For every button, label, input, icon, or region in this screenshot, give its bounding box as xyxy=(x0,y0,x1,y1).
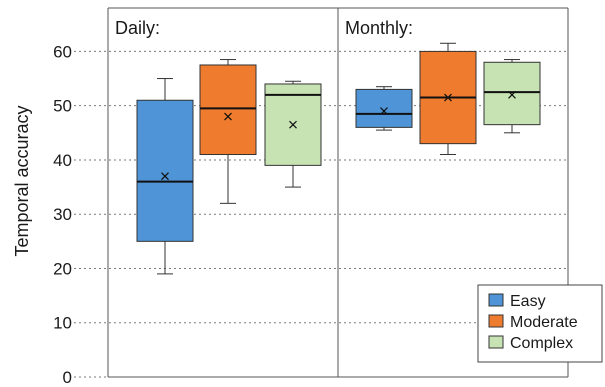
box-easy xyxy=(355,86,413,131)
box-complex xyxy=(264,80,322,188)
mean-marker xyxy=(289,120,297,129)
box-complex xyxy=(483,59,541,134)
box-marks xyxy=(136,42,541,275)
legend-label: Moderate xyxy=(510,314,578,331)
legend-label: Easy xyxy=(510,293,546,310)
mean-marker xyxy=(380,107,388,116)
y-axis: 0 10 20 30 40 50 60 xyxy=(53,42,72,387)
box-moderate xyxy=(199,59,257,204)
mean-marker xyxy=(161,172,169,181)
y-tick-label: 0 xyxy=(63,368,72,387)
legend-swatch xyxy=(488,314,504,328)
legend: Easy Moderate Complex xyxy=(477,284,603,363)
legend-label: Complex xyxy=(510,335,573,352)
mean-marker xyxy=(444,93,452,102)
y-axis-label: Temporal accuracy xyxy=(12,105,32,256)
y-tick-label: 50 xyxy=(53,97,72,116)
box-iqr xyxy=(199,64,257,156)
box-iqr xyxy=(355,88,413,128)
y-tick-label: 60 xyxy=(53,42,72,61)
box-easy xyxy=(136,78,194,275)
mean-marker xyxy=(508,90,516,99)
y-tick-label: 40 xyxy=(53,151,72,170)
box-iqr xyxy=(136,99,194,242)
y-tick-label: 30 xyxy=(53,205,72,224)
panel-labels: Daily: Monthly: xyxy=(115,18,413,38)
box-iqr xyxy=(483,61,541,126)
panel-label: Daily: xyxy=(115,18,160,38)
y-tick-label: 20 xyxy=(53,259,72,278)
legend-swatch xyxy=(488,293,504,307)
box-moderate xyxy=(419,42,477,156)
panel-label: Monthly: xyxy=(345,18,413,38)
y-tick-label: 10 xyxy=(53,314,72,333)
mean-marker xyxy=(224,112,232,121)
legend-swatch xyxy=(488,335,504,349)
